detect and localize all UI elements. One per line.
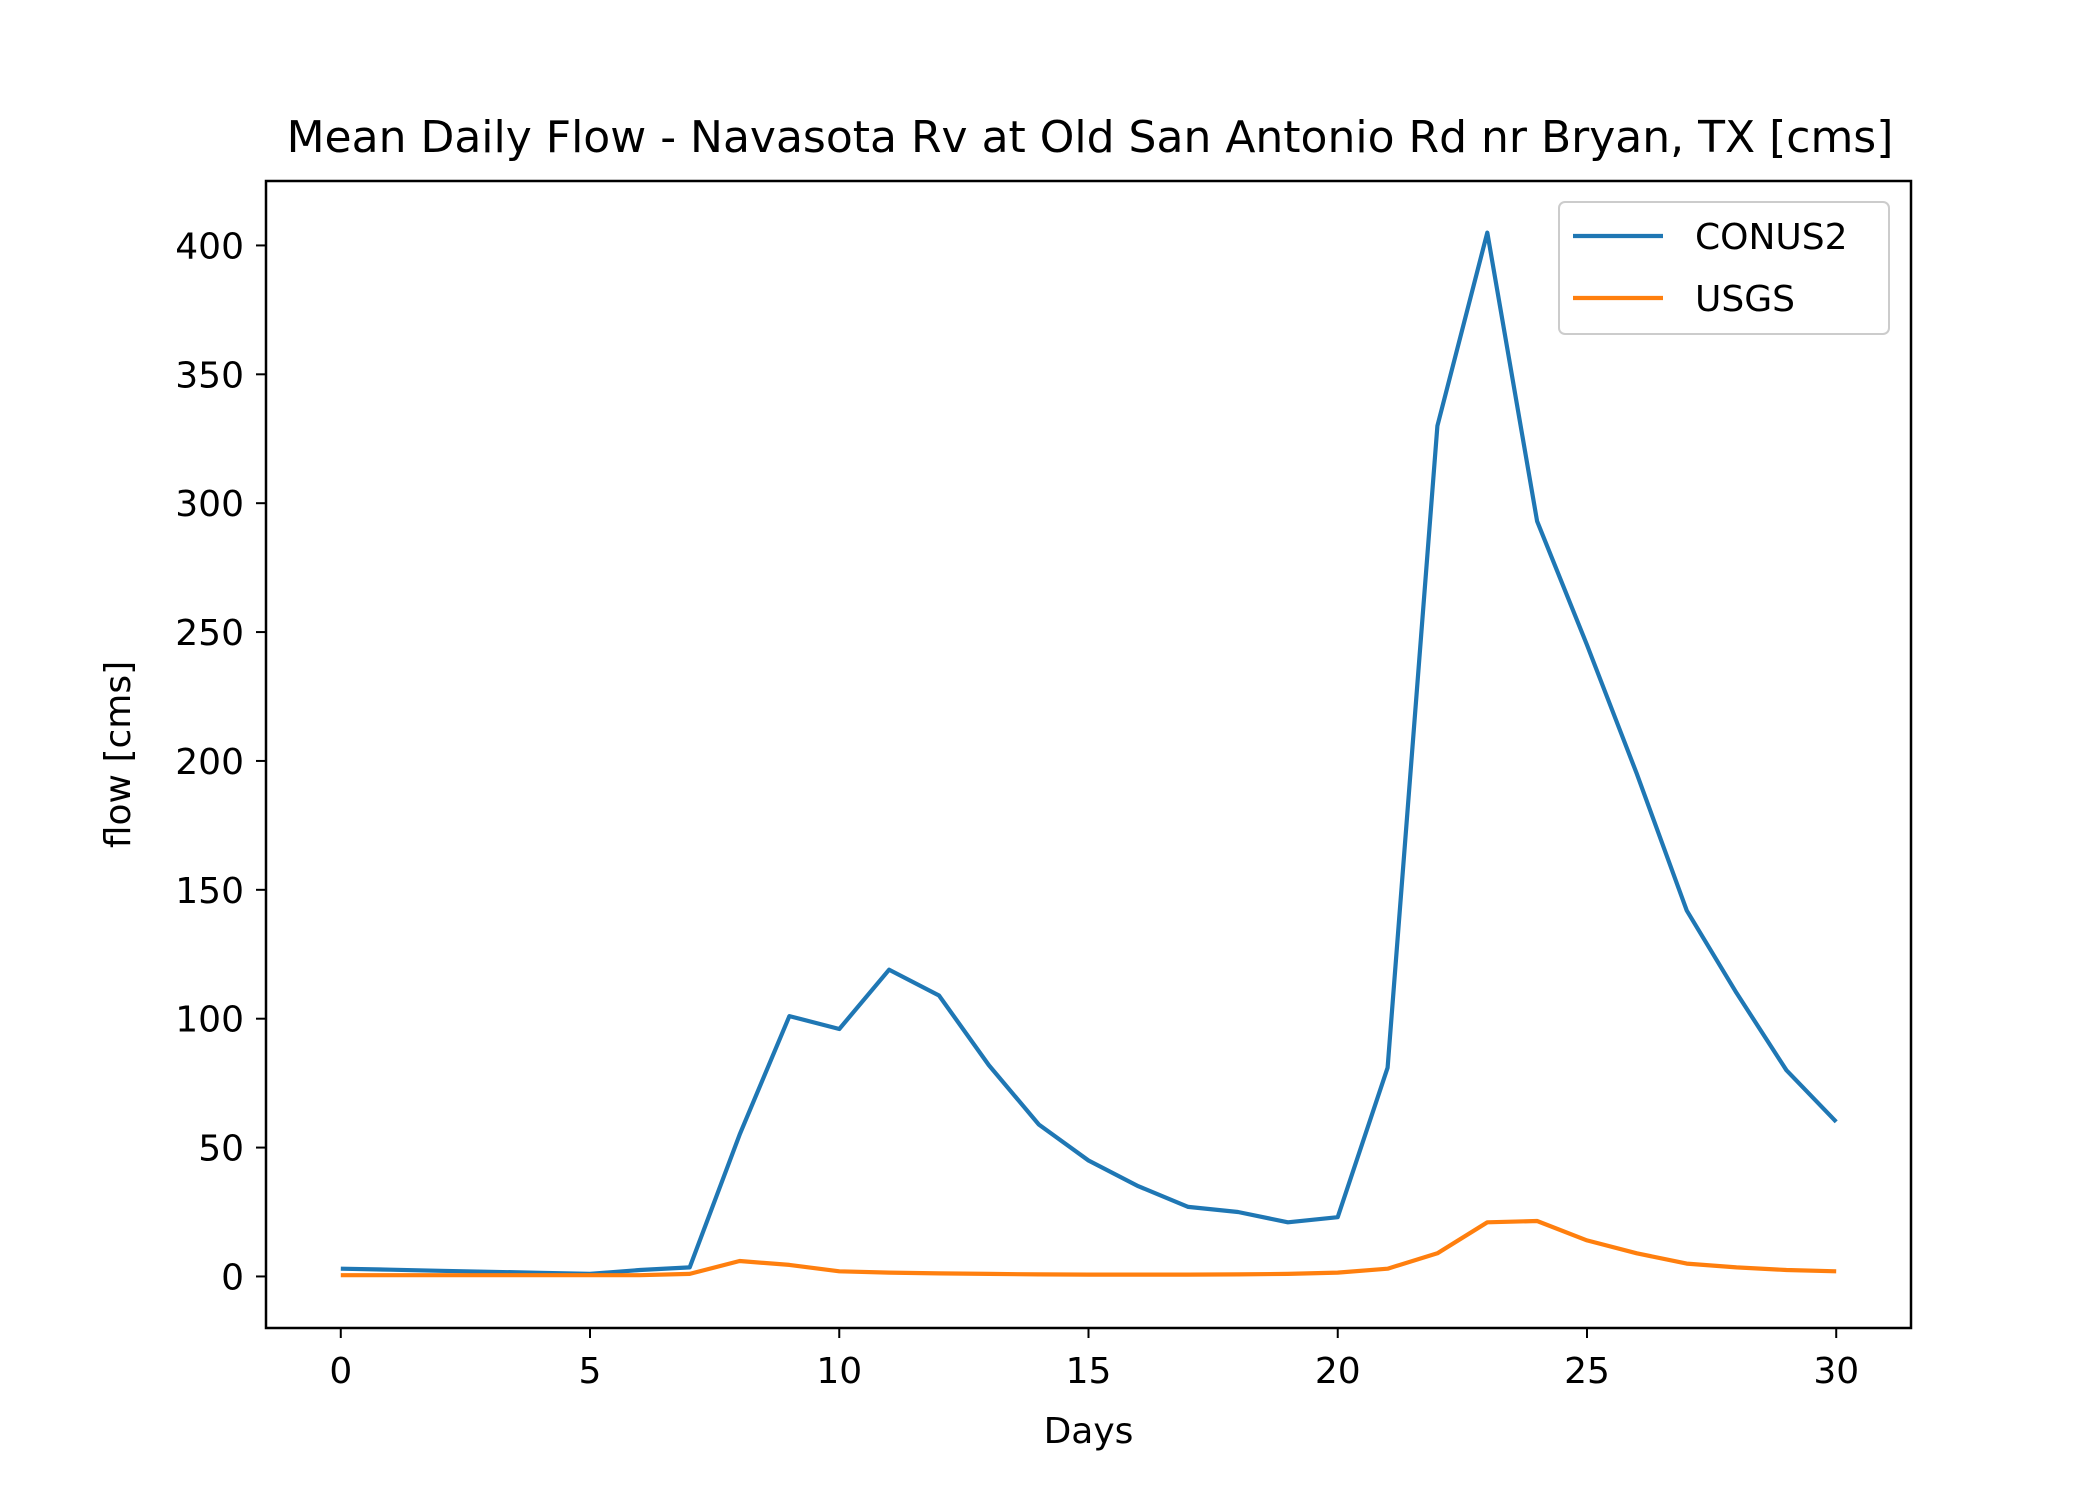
y-tick-label: 200 (175, 742, 244, 783)
legend: CONUS2 USGS (1558, 201, 1890, 335)
series-line-usgs (340, 1218, 1837, 1278)
x-tick-label: 20 (1315, 1351, 1361, 1392)
y-tick-label: 50 (198, 1129, 244, 1170)
x-tick-label: 5 (579, 1351, 602, 1392)
plot-area (340, 230, 1838, 1278)
x-axis-label: Days (1044, 1411, 1134, 1452)
y-axis-ticks: 0 50 100 150 200 250 300 350 400 (175, 226, 266, 1298)
x-tick-label: 25 (1564, 1351, 1610, 1392)
y-axis-label: flow [cms] (98, 661, 139, 848)
x-tick-label: 10 (816, 1351, 862, 1392)
y-tick-label: 150 (175, 871, 244, 912)
y-tick-label: 300 (175, 484, 244, 525)
y-tick-label: 350 (175, 355, 244, 396)
x-tick-label: 0 (329, 1351, 352, 1392)
y-tick-label: 400 (175, 226, 244, 267)
legend-label: CONUS2 (1695, 217, 1848, 258)
x-axis-ticks: 0 5 10 15 20 25 30 (329, 1328, 1859, 1392)
x-tick-label: 30 (1813, 1351, 1859, 1392)
y-tick-label: 100 (175, 1000, 244, 1041)
x-tick-label: 15 (1066, 1351, 1112, 1392)
chart-title: Mean Daily Flow - Navasota Rv at Old San… (287, 112, 1894, 163)
y-tick-label: 0 (221, 1257, 244, 1298)
legend-label: USGS (1695, 279, 1795, 320)
y-tick-label: 250 (175, 613, 244, 654)
